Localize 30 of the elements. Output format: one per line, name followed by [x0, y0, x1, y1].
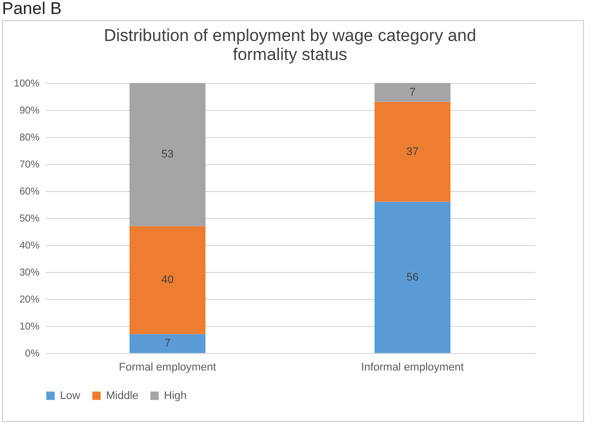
- data-label: 7: [164, 338, 171, 350]
- data-label: 7: [409, 86, 416, 98]
- y-tick-label: 0%: [25, 348, 40, 360]
- y-tick-label: 30%: [19, 268, 40, 278]
- bar: [374, 83, 450, 102]
- legend-label: High: [164, 390, 187, 402]
- y-tick-label: 90%: [19, 106, 40, 116]
- y-tick-label: 20%: [19, 294, 40, 306]
- y-tick-label: 80%: [19, 132, 40, 144]
- text: Panel B: [1, 0, 63, 18]
- bar: [130, 334, 206, 353]
- data-label: 53: [161, 148, 174, 161]
- y-tick-label: 50%: [19, 214, 40, 224]
- bar: [130, 83, 206, 226]
- y-tick-label: 70%: [19, 160, 40, 170]
- y-tick-label: 60%: [19, 186, 40, 198]
- legend-label: Middle: [106, 390, 138, 402]
- y-tick-label: 40%: [19, 240, 40, 252]
- data-label: 37: [406, 146, 419, 158]
- x-tick-label: Informal employment: [361, 362, 464, 374]
- bar: [130, 226, 206, 334]
- y-tick-label: 10%: [19, 322, 40, 332]
- bar: [374, 102, 450, 202]
- x-tick-label: Formal employment: [118, 362, 216, 374]
- data-label: 40: [161, 274, 174, 286]
- data-label: 56: [406, 271, 419, 284]
- y-tick-label: 100%: [14, 78, 40, 90]
- chart-title: Distribution of employment by wage category and formality status: [104, 26, 476, 64]
- bar: [374, 202, 450, 353]
- legend-label: Low: [60, 390, 80, 402]
